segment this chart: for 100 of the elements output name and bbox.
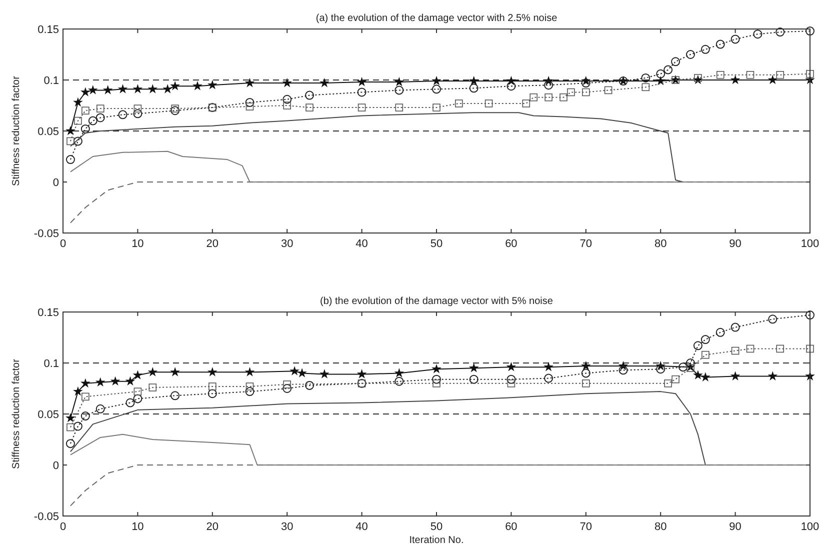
point xyxy=(642,83,650,92)
point xyxy=(82,106,90,114)
point xyxy=(88,85,98,94)
point xyxy=(305,90,314,100)
point xyxy=(66,423,74,432)
point xyxy=(671,57,680,66)
point xyxy=(700,335,710,344)
point xyxy=(582,380,590,388)
point xyxy=(455,100,463,108)
y-tick-label: 0.05 xyxy=(38,126,59,138)
point xyxy=(305,380,314,390)
point xyxy=(171,104,179,112)
point xyxy=(581,368,590,378)
point xyxy=(356,76,367,86)
x-tick-label: 10 xyxy=(132,238,144,250)
x-tick-label: 30 xyxy=(280,238,294,250)
point xyxy=(716,71,724,79)
point xyxy=(170,391,180,400)
point xyxy=(469,84,478,93)
point xyxy=(776,28,785,37)
point xyxy=(686,364,694,372)
point xyxy=(694,74,702,82)
point xyxy=(74,116,82,125)
point xyxy=(506,374,516,384)
point xyxy=(125,376,136,386)
point xyxy=(506,362,516,372)
point xyxy=(582,88,590,96)
point xyxy=(306,104,314,112)
point xyxy=(395,104,404,112)
point xyxy=(432,364,442,374)
point xyxy=(245,387,254,396)
point xyxy=(672,375,680,384)
point xyxy=(730,74,740,84)
x-tick-label: 60 xyxy=(505,238,518,250)
point xyxy=(468,362,479,372)
x-tick-label: 40 xyxy=(356,238,368,250)
point xyxy=(244,367,255,376)
point xyxy=(134,388,142,396)
point xyxy=(95,377,106,387)
point xyxy=(245,98,254,107)
point xyxy=(506,82,516,91)
point xyxy=(320,369,330,378)
y-tick-label: 0.1 xyxy=(44,75,59,87)
point xyxy=(356,369,367,378)
point xyxy=(80,124,90,134)
point xyxy=(170,367,180,376)
point xyxy=(753,30,762,39)
point xyxy=(244,78,255,88)
point xyxy=(66,155,75,164)
point xyxy=(768,371,778,380)
point xyxy=(522,100,530,108)
point xyxy=(806,26,814,36)
point xyxy=(768,74,778,84)
point xyxy=(357,88,366,97)
y-tick-label: -0.05 xyxy=(34,511,59,523)
point xyxy=(82,392,90,401)
point xyxy=(664,380,672,388)
point xyxy=(170,80,180,90)
point xyxy=(469,374,478,384)
point xyxy=(110,376,120,386)
y-tick-label: 0 xyxy=(52,460,59,472)
point xyxy=(664,65,673,74)
point xyxy=(730,34,740,44)
point xyxy=(806,344,814,353)
point xyxy=(746,71,754,79)
point xyxy=(716,40,725,49)
point xyxy=(806,310,814,320)
x-tick-label: 50 xyxy=(430,521,443,533)
point xyxy=(604,86,612,94)
point xyxy=(283,102,291,110)
point xyxy=(686,50,695,59)
point xyxy=(73,97,83,107)
point xyxy=(768,314,778,324)
point xyxy=(66,137,74,146)
point xyxy=(66,126,76,136)
point xyxy=(686,358,695,368)
point xyxy=(320,78,330,88)
chart-title: (b) the evolution of the damage vector with 5% noise xyxy=(320,296,554,307)
point xyxy=(394,86,404,95)
point xyxy=(102,85,113,94)
point xyxy=(66,412,76,422)
x-axis-title: Iteration No. xyxy=(409,535,464,546)
point xyxy=(208,389,217,398)
point xyxy=(806,70,814,78)
point xyxy=(678,362,688,372)
point xyxy=(96,104,104,112)
point xyxy=(776,344,784,353)
point xyxy=(432,104,440,112)
point xyxy=(208,382,216,390)
chart-title: (a) the evolution of the damage vector with 2.5% noise xyxy=(316,13,558,24)
point xyxy=(297,368,307,378)
point xyxy=(544,362,554,372)
point xyxy=(693,341,702,350)
point xyxy=(432,380,440,388)
y-axis-title: Stiffness reduction factor xyxy=(11,75,22,186)
point xyxy=(731,346,740,355)
point xyxy=(544,374,554,383)
point xyxy=(730,322,740,332)
point xyxy=(567,88,575,96)
point xyxy=(246,382,254,390)
